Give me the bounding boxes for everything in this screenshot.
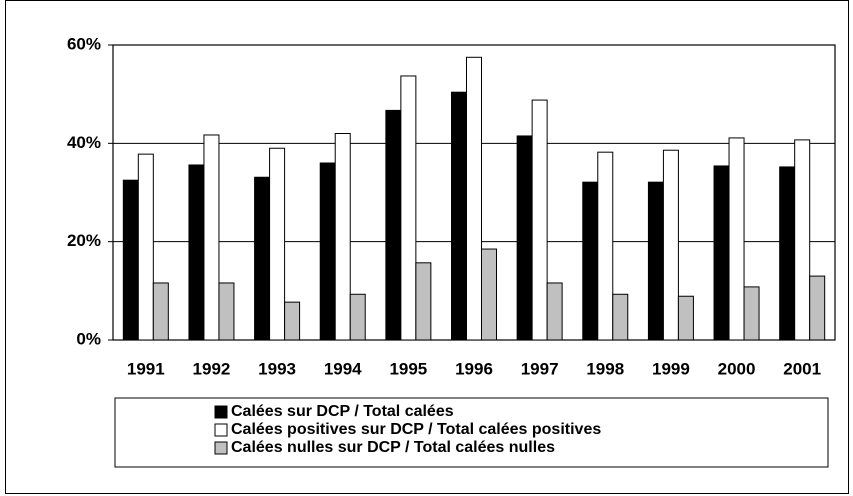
legend-swatch — [214, 405, 228, 419]
bar — [400, 75, 417, 341]
x-tick-label: 1999 — [652, 359, 690, 378]
bar — [319, 162, 336, 341]
bar — [794, 139, 811, 341]
bar — [415, 262, 432, 341]
bar — [137, 153, 154, 341]
bar — [481, 248, 497, 341]
bar — [677, 295, 694, 341]
bar — [612, 293, 629, 341]
bar — [254, 176, 271, 341]
legend-label: Calées nulles sur DCP / Total calées nul… — [231, 439, 555, 456]
bar — [743, 286, 760, 341]
bar — [662, 149, 679, 341]
bar — [188, 164, 205, 341]
bar — [546, 282, 563, 341]
bar — [647, 181, 664, 341]
x-tick-label: 1996 — [455, 359, 493, 378]
legend-swatch — [214, 441, 228, 455]
bar — [809, 275, 826, 341]
y-tick-label: 0% — [76, 329, 101, 348]
bar — [779, 166, 796, 341]
bar — [597, 151, 614, 341]
x-tick-label: 1994 — [324, 359, 362, 378]
legend-label: Calées positives sur DCP / Total calées … — [231, 421, 601, 438]
legend-label: Calées sur DCP / Total calées — [231, 403, 454, 420]
x-tick-label: 2000 — [718, 359, 756, 378]
x-tick-label: 2001 — [783, 359, 821, 378]
x-tick-label: 1993 — [258, 359, 296, 378]
bar — [728, 137, 745, 341]
bar — [385, 109, 402, 341]
x-tick-label: 1998 — [586, 359, 624, 378]
bar — [466, 56, 482, 341]
y-tick-label: 40% — [67, 133, 101, 152]
x-tick-label: 1992 — [193, 359, 231, 378]
bar — [334, 133, 351, 341]
legend-swatch — [214, 423, 228, 437]
bar — [582, 181, 599, 341]
bar — [349, 293, 366, 341]
legend-box — [114, 397, 829, 468]
bar — [713, 165, 730, 341]
bar — [284, 301, 301, 341]
bar — [122, 179, 139, 341]
y-tick-label: 60% — [67, 34, 101, 53]
bar — [269, 147, 286, 341]
bar — [152, 282, 169, 341]
bar — [451, 91, 467, 341]
bar — [531, 99, 548, 341]
bar — [218, 282, 235, 341]
bar — [203, 134, 220, 341]
y-tick-label: 20% — [67, 231, 101, 250]
x-tick-label: 1997 — [521, 359, 559, 378]
x-tick-label: 1991 — [127, 359, 165, 378]
bar — [516, 135, 533, 341]
x-tick-label: 1995 — [389, 359, 427, 378]
